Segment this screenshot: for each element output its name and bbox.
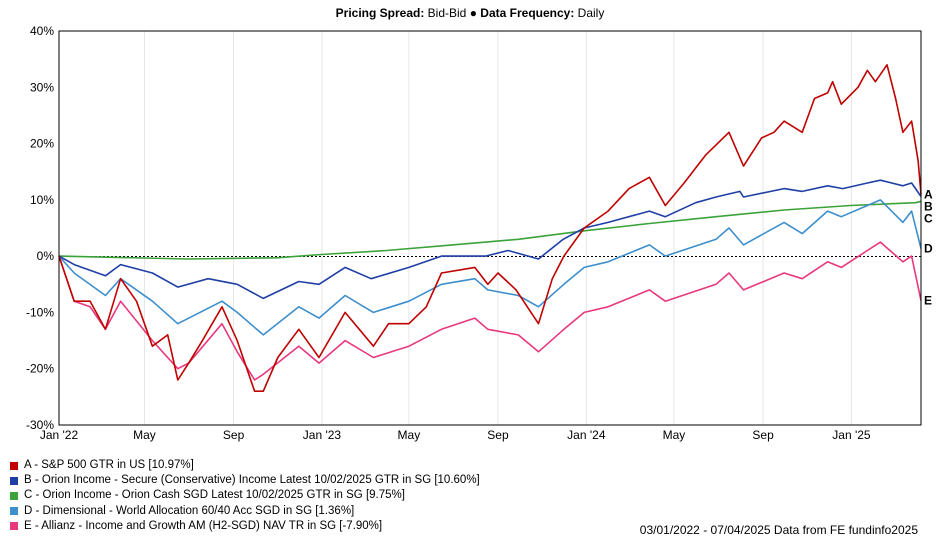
series-line-b	[58, 179, 922, 300]
legend-swatch	[10, 507, 18, 516]
y-tick-label: 40%	[30, 24, 54, 38]
data-frequency-value: Daily	[577, 6, 605, 20]
chart-header: Pricing Spread: Bid-Bid ● Data Frequency…	[0, 6, 940, 20]
series-end-labels: ABC D E	[924, 187, 933, 307]
y-tick-label: -20%	[26, 362, 54, 376]
x-tick-label: May	[133, 428, 156, 442]
y-tick-label: 30%	[30, 80, 54, 94]
legend-swatch	[10, 522, 18, 531]
legend-item: B - Orion Income - Secure (Conservative)…	[10, 473, 480, 488]
series-line-e	[58, 241, 922, 381]
legend-label: B - Orion Income - Secure (Conservative)…	[24, 474, 480, 487]
series-end-label: A	[924, 187, 933, 201]
x-tick-label: May	[663, 428, 686, 442]
x-tick-label: Jan '25	[832, 428, 871, 442]
legend-item: D - Dimensional - World Allocation 60/40…	[10, 504, 480, 519]
legend-swatch	[10, 492, 18, 500]
chart-grid	[143, 31, 852, 425]
chart-legend: A - S&P 500 GTR in US [10.97%] B - Orion …	[10, 458, 480, 534]
series-end-label: D	[924, 241, 933, 255]
series-line-a	[58, 64, 922, 392]
legend-label: C - Orion Income - Orion Cash SGD Latest…	[24, 489, 405, 502]
series-line-c	[58, 200, 922, 260]
data-frequency-label: Data Frequency:	[480, 6, 575, 20]
series-end-label: C	[924, 211, 933, 225]
header-bullet: ●	[469, 6, 477, 20]
y-tick-label: -30%	[26, 418, 54, 432]
x-tick-label: Sep	[752, 428, 774, 442]
performance-chart: 40% 30% 20% 10% 0% -10% -20% -30% Jan '22 May Sep…	[26, 24, 933, 442]
pricing-spread-label: Pricing Spread:	[335, 6, 425, 20]
x-tick-label: May	[398, 428, 421, 442]
x-tick-label: Jan '22	[40, 428, 79, 442]
x-tick-label: Sep	[223, 428, 245, 442]
x-axis: Jan '22 May Sep Jan '23 May Sep Jan '24 May Sep J…	[40, 428, 871, 442]
series-end-label: B	[924, 199, 933, 213]
y-tick-label: -10%	[26, 305, 54, 319]
x-tick-label: Jan '24	[567, 428, 606, 442]
series-end-label: E	[924, 294, 932, 308]
legend-label: E - Allianz - Income and Growth AM (H2-S…	[24, 519, 383, 532]
x-tick-label: Sep	[487, 428, 509, 442]
y-axis: 40% 30% 20% 10% 0% -10% -20% -30%	[26, 24, 54, 432]
legend-item: A - S&P 500 GTR in US [10.97%]	[10, 458, 480, 473]
y-tick-label: 20%	[30, 137, 54, 151]
series-line-d	[58, 199, 922, 336]
legend-swatch	[10, 476, 18, 485]
series-layer	[58, 64, 922, 392]
legend-label: A - S&P 500 GTR in US [10.97%]	[24, 459, 194, 471]
footer-date-range: 03/01/2022 - 07/04/2025 Data from FE fun…	[639, 523, 918, 537]
legend-item: C - Orion Income - Orion Cash SGD Latest…	[10, 488, 480, 503]
legend-item: E - Allianz - Income and Growth AM (H2-S…	[10, 519, 480, 534]
plot-frame	[58, 30, 922, 426]
legend-swatch	[10, 461, 18, 470]
pricing-spread-value: Bid-Bid	[427, 6, 467, 20]
y-tick-label: 10%	[30, 193, 54, 207]
y-tick-label: 0%	[37, 249, 55, 263]
legend-label: D - Dimensional - World Allocation 60/40…	[24, 504, 355, 517]
x-tick-label: Jan '23	[303, 428, 342, 442]
